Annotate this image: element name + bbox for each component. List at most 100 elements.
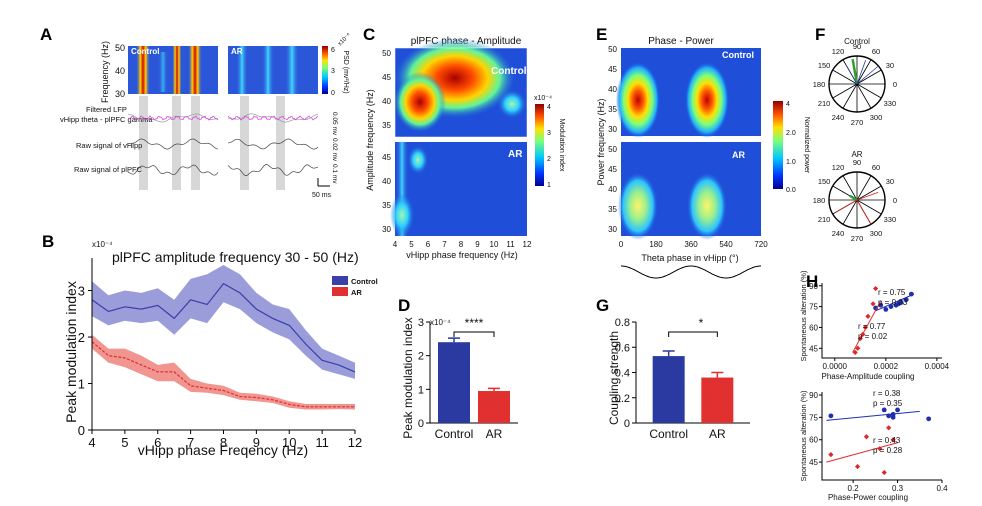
- panel-c-y-tick: 30: [382, 225, 391, 234]
- polar-spoke: [856, 83, 872, 109]
- panel-c-x-tick: 4: [393, 240, 398, 249]
- x-tick-label: 9: [253, 435, 260, 450]
- phase-vector: [849, 194, 858, 202]
- panel-h-top-stat-control-p: p = 0.03: [878, 298, 908, 307]
- bar-ar: [701, 377, 734, 423]
- panel-a-row-raw-plpfc: Raw signal of plPFC: [74, 165, 143, 174]
- panel-a-ar-label: AR: [231, 47, 243, 56]
- series-band-ar: [92, 334, 355, 410]
- category-label: Control: [435, 427, 474, 441]
- panel-h-bottom-stat-ar: r = 0.43: [873, 436, 901, 445]
- phase-vector: [845, 64, 858, 85]
- panel-e-control-heatmap: [616, 48, 761, 138]
- point-control: [886, 413, 892, 419]
- point-ar: [828, 452, 834, 458]
- panel-e-colorbar-tick: 0.0: [786, 187, 796, 194]
- polar-angle-label: 60: [872, 47, 880, 56]
- panel-h-top-scatter: 90 75 60 45 0.0000 0.0002 0.0004: [809, 282, 950, 371]
- panel-c-x-tick: 10: [490, 240, 499, 249]
- raw-plpfc-trace: [227, 164, 319, 176]
- raw-plpfc-trace: [127, 164, 219, 176]
- panel-e-y-tick: 50: [608, 145, 617, 154]
- panel-h-top-stat-ar: r = 0.77: [858, 322, 886, 331]
- series-line-control: [91, 282, 356, 373]
- polar-spoke: [842, 175, 858, 201]
- panel-a-colorbar-tick: 6: [331, 47, 335, 54]
- y-tick-label: 0.2: [615, 393, 630, 405]
- point-control: [908, 291, 914, 297]
- category-label: AR: [709, 427, 726, 441]
- panel-b-exp: x10⁻⁴: [92, 240, 113, 249]
- polar-spoke: [842, 83, 858, 109]
- panel-d-bar-chart: 0 1 2 3 Control AR: [418, 317, 518, 441]
- panel-g-significance: *: [699, 316, 704, 330]
- panel-e-xlabel: Theta phase in vHipp (°): [641, 253, 738, 263]
- y-tick-label: 1: [418, 384, 424, 396]
- point-ar: [873, 285, 879, 292]
- panel-b-legend: [332, 276, 348, 296]
- y-tick-label: 75: [809, 413, 818, 422]
- bar-control: [438, 342, 470, 423]
- polar-angle-label: 90: [853, 42, 861, 51]
- filtered-gamma-trace: [227, 115, 319, 121]
- polar-angle-label: 120: [832, 47, 845, 56]
- panel-c-x-tick: 9: [475, 240, 480, 249]
- panel-a-scale-2: 0.02 mv: [331, 138, 338, 162]
- panel-h-top-ylabel: Spontaneous alteration (%): [799, 270, 808, 361]
- panel-c-y-tick: 40: [382, 177, 391, 186]
- polar-angle-label: 180: [813, 80, 826, 89]
- fit-line-control: [875, 293, 915, 312]
- panel-a-ylabel: Frequency (Hz): [100, 41, 110, 103]
- point-ar: [890, 437, 896, 443]
- polar-angle-label: 60: [872, 163, 880, 172]
- panel-g-bar-chart: 0 0.2 0.4 0.6 0.8 Control AR: [615, 317, 750, 441]
- polar-spoke: [832, 69, 858, 85]
- polar-angle-label: 180: [813, 196, 826, 205]
- panel-a-ytick: 30: [115, 89, 125, 99]
- y-tick-label: 0: [624, 418, 630, 430]
- panel-label-f: F: [815, 25, 825, 44]
- y-tick-label: 45: [809, 458, 818, 467]
- panel-label-e: E: [596, 25, 607, 44]
- panel-c-x-tick: 11: [506, 240, 515, 249]
- polar-spoke: [856, 175, 872, 201]
- point-control: [903, 297, 909, 303]
- polar-spoke: [832, 83, 858, 99]
- panel-c-x-tick: 8: [459, 240, 464, 249]
- panel-e-control-label: Control: [722, 50, 754, 60]
- panel-label-d: D: [398, 296, 410, 315]
- panel-c-colorbar-label: Modulation index: [558, 119, 565, 172]
- panel-h-bottom-xlabel: Phase-Power coupling: [828, 493, 908, 502]
- panel-a-control-label: Control: [131, 47, 159, 56]
- point-ar: [862, 324, 869, 331]
- point-control: [888, 304, 894, 310]
- panel-e-x-tick: 180: [649, 240, 663, 249]
- phase-vector: [856, 199, 872, 225]
- point-control: [890, 411, 896, 417]
- panel-c-xlabel: vHipp phase frequency (Hz): [406, 250, 518, 260]
- phase-vector: [851, 58, 859, 85]
- phase-vector: [856, 60, 866, 85]
- y-tick-label: 2: [418, 351, 424, 363]
- panel-e-y-tick: 35: [608, 205, 617, 214]
- x-tick-label: 5: [121, 435, 128, 450]
- panel-b-legend-ar: AR: [351, 288, 362, 297]
- phase-vector: [856, 65, 879, 85]
- panel-h-top-stat-ar-p: p = 0.02: [858, 332, 888, 341]
- raw-vhipp-trace: [127, 138, 219, 150]
- panel-a-scale-3: 0.1 mv: [331, 164, 338, 184]
- panel-label-b: B: [42, 232, 54, 251]
- y-tick-label: 3: [78, 284, 85, 299]
- category-label: Control: [649, 427, 688, 441]
- y-tick-label: 0.4: [615, 368, 630, 380]
- panel-a-colorbar-label: PSD (mv²/Hz): [342, 50, 349, 93]
- panel-e-y-tick: 50: [608, 45, 617, 54]
- panel-e-colorbar-tick: 2.0: [786, 130, 796, 137]
- panel-e-colorbar-label: Normalized power: [803, 117, 810, 174]
- point-ar: [854, 463, 861, 470]
- panel-e-y-tick: 45: [608, 65, 617, 74]
- y-tick-label: 0: [418, 418, 424, 430]
